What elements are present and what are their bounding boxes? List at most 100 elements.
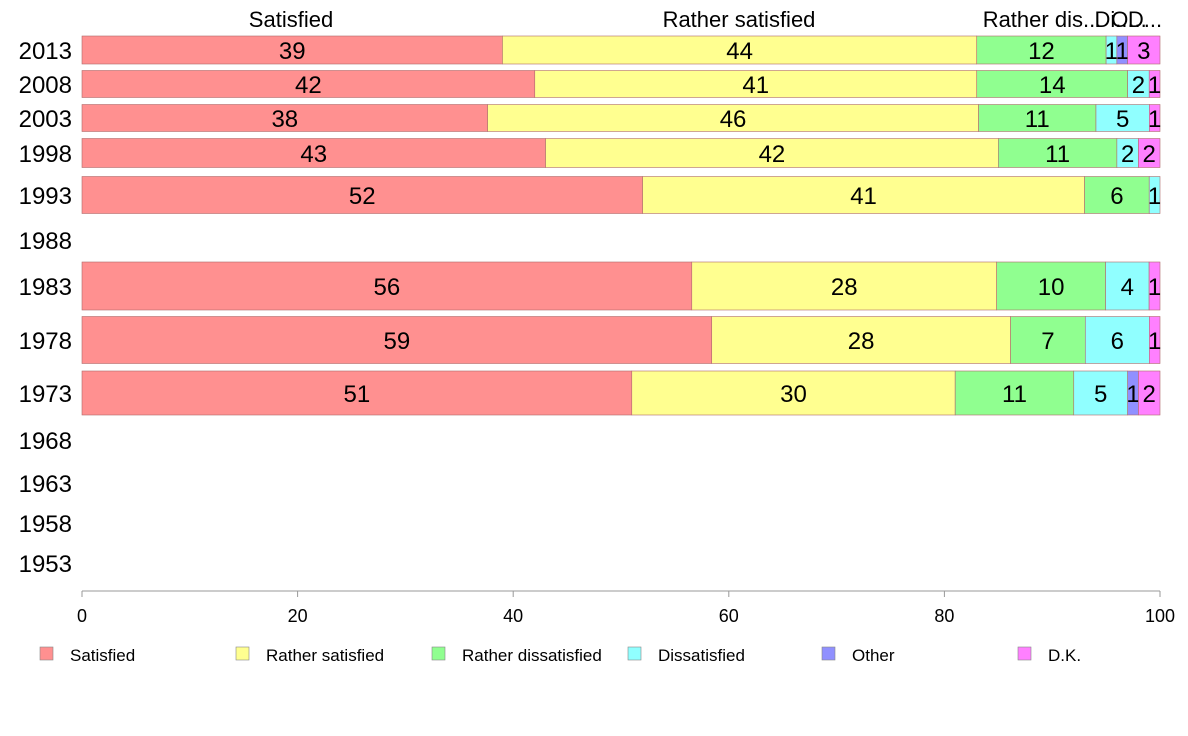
bar-label-1993-0: 52 [349,183,376,210]
bar-label-2013-3: 1 [1105,38,1118,65]
bar-1993-dissatisfied [1148,176,1161,214]
bar-label-1973-4: 1 [1126,381,1139,408]
y-label-1998: 1998 [19,141,72,168]
bar-1978-satisfied [81,316,713,364]
y-label-1963: 1963 [19,471,72,498]
bar-label-1993-3: 1 [1148,183,1161,210]
bar-1973-d-k- [1138,370,1161,416]
bar-label-1973-2: 11 [1002,381,1027,408]
bar-1983-d-k- [1148,261,1161,311]
bar-2008-rather-satisfied [534,70,978,98]
bar-2003-dissatisfied [1095,104,1150,132]
legend: Satisfied Rather satisfied Rather dissatis… [39,646,1081,665]
legend-swatch-4 [821,646,836,661]
legend-swatch-0 [39,646,54,661]
bar-2008-satisfied [81,70,536,98]
bar-label-2008-0: 42 [295,72,322,99]
bar-label-1993-1: 41 [850,183,877,210]
x-tick-label-60: 60 [719,606,739,626]
y-axis-labels: 2013 2008 2003 1998 1993 1988 1983 1978 1973 1968… [19,38,72,578]
x-tick-label-0: 0 [77,606,87,626]
y-label-1993: 1993 [19,183,72,210]
bar-1978-d-k- [1149,316,1161,364]
y-label-2008: 2008 [19,72,72,99]
y-label-2003: 2003 [19,106,72,133]
bar-label-2013-5: 3 [1137,38,1150,65]
bar-label-1998-2: 11 [1045,141,1070,168]
legend-label-4: Other [852,646,895,665]
bar-1998-rather-dissatisfied [997,138,1118,168]
legend-label-1: Rather satisfied [266,646,384,665]
bar-2008-rather-dissatisfied [976,70,1128,98]
x-tick-label-40: 40 [503,606,523,626]
x-tick-label-20: 20 [288,606,308,626]
bar-label-2013-1: 44 [726,38,753,65]
bar-1998-d-k- [1138,138,1161,168]
bar-label-2013-0: 39 [279,38,306,65]
bar-label-2008-3: 2 [1132,72,1145,99]
bar-1978-dissatisfied [1084,316,1150,364]
top-label-0: Satisfied [249,7,333,32]
top-label-1: Rather satisfied [663,7,816,32]
bar-label-2013-4: 1 [1116,38,1129,65]
y-label-1953: 1953 [19,551,72,578]
legend-swatch-3 [627,646,642,661]
y-label-1978: 1978 [19,328,72,355]
bar-label-1978-1: 28 [848,328,875,355]
bar-label-2013-2: 12 [1028,38,1055,65]
bar-label-1978-5: 1 [1148,328,1161,355]
bar-2003-d-k- [1149,104,1161,132]
bar-label-1998-0: 43 [300,141,327,168]
bar-1983-satisfied [81,261,693,311]
x-tick-label-100: 100 [1145,606,1175,626]
bar-label-1983-2: 10 [1038,274,1065,301]
bar-1973-rather-satisfied [631,370,956,416]
bar-2003-rather-dissatisfied [978,104,1097,132]
bar-label-1983-0: 56 [374,274,401,301]
bar-2013-d-k- [1127,35,1161,65]
legend-swatch-2 [431,646,446,661]
bar-label-2003-1: 46 [720,106,747,133]
y-label-1958: 1958 [19,511,72,538]
bar-label-2008-2: 14 [1039,72,1066,99]
bar-label-1978-3: 6 [1111,328,1124,355]
bar-label-2003-5: 1 [1148,106,1161,133]
top-category-labels: Satisfied Rather satisfied Rather dis...Di… [249,7,1162,32]
y-label-1988: 1988 [19,228,72,255]
legend-label-0: Satisfied [70,646,135,665]
bar-2008-d-k- [1148,70,1161,98]
bar-1973-satisfied [81,370,633,416]
bar-label-2003-3: 5 [1116,106,1129,133]
bar-label-1973-5: 2 [1143,381,1156,408]
bar-label-1998-3: 2 [1121,141,1134,168]
top-label-3: Di... [1094,7,1133,32]
bar-label-2008-1: 41 [742,72,769,99]
bar-1998-rather-satisfied [545,138,999,168]
bar-label-1993-2: 6 [1110,183,1123,210]
top-label-4: O... [1111,7,1146,32]
bar-label-1983-1: 28 [831,274,858,301]
bar-1978-rather-dissatisfied [1010,316,1086,364]
legend-label-5: D.K. [1048,646,1081,665]
bar-1973-rather-dissatisfied [954,370,1075,416]
bar-1998-satisfied [81,138,546,168]
bar-label-1983-5: 1 [1148,274,1161,301]
x-tick-label-80: 80 [934,606,954,626]
bar-label-1973-1: 30 [780,381,807,408]
legend-swatch-1 [235,646,250,661]
bar-1978-rather-satisfied [711,316,1011,364]
bar-label-1998-5: 2 [1143,141,1156,168]
bar-1983-dissatisfied [1105,261,1150,311]
bar-1973-dissatisfied [1073,370,1128,416]
bar-1983-rather-satisfied [691,261,997,311]
bars-group: 39 44 12 11 342 41 14 2 138 46 11 5 143 42 11 2 252 41 6 15… [81,35,1161,416]
bar-label-1973-3: 5 [1094,381,1107,408]
bar-1983-rather-dissatisfied [996,261,1106,311]
legend-label-2: Rather dissatisfied [462,646,602,665]
y-label-1973: 1973 [19,381,72,408]
y-label-2013: 2013 [19,38,72,65]
y-label-1968: 1968 [19,428,72,455]
bar-label-2003-2: 11 [1025,106,1050,133]
legend-label-3: Dissatisfied [658,646,745,665]
